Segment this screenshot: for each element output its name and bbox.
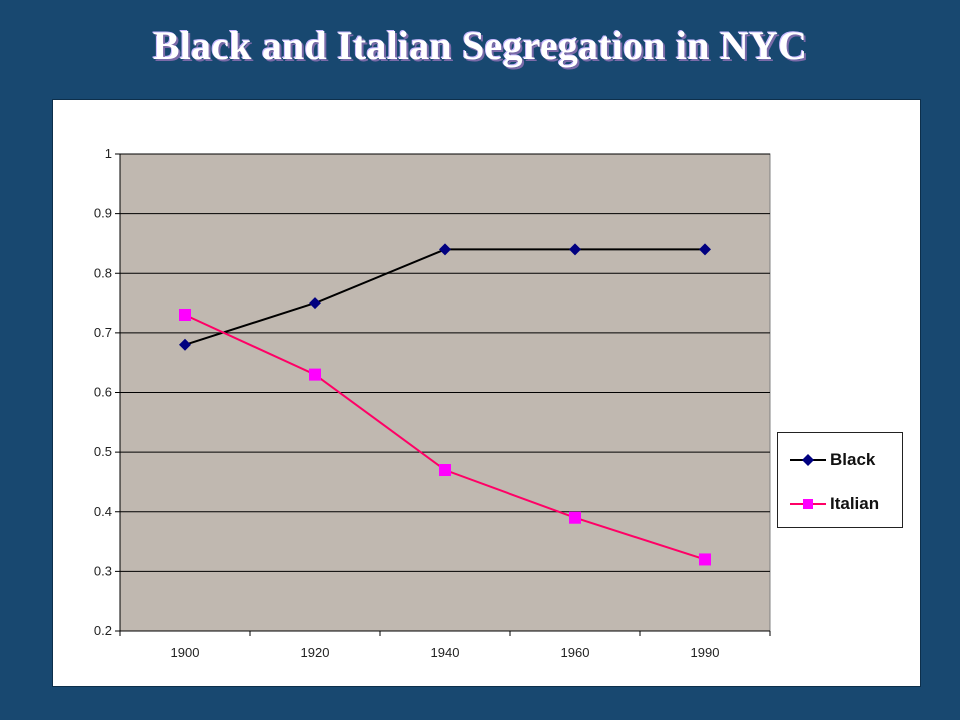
y-tick-label: 0.6 <box>94 385 112 400</box>
chart-legend: Black Italian <box>777 432 903 528</box>
data-point-black <box>179 338 191 351</box>
data-point-italian <box>569 511 581 524</box>
legend-label-black: Black <box>830 450 876 469</box>
y-tick-label: 0.7 <box>94 325 112 340</box>
data-point-black <box>699 243 711 256</box>
y-tick-label: 0.3 <box>94 563 112 578</box>
data-point-italian <box>439 464 451 477</box>
legend-swatch-italian-icon <box>790 499 826 509</box>
data-point-black <box>439 243 451 256</box>
chart-panel: 0.2 0.3 0.4 0.5 0.6 0.7 0.8 0.9 1 1900 1920 1940 196… <box>53 100 920 686</box>
x-tick-label: 1990 <box>691 645 720 660</box>
legend-swatch-black-icon <box>790 454 826 466</box>
x-tick-label: 1960 <box>561 645 590 660</box>
data-point-italian <box>309 368 321 381</box>
y-tick-label: 0.9 <box>94 206 112 221</box>
legend-item-italian: Italian <box>788 493 879 515</box>
slide-title: Black and Italian Segregation in NYC <box>152 23 808 68</box>
data-point-italian <box>179 308 191 321</box>
y-tick-label: 0.2 <box>94 623 112 638</box>
y-tick-label: 0.8 <box>94 265 112 280</box>
y-tick-label: 0.4 <box>94 504 112 519</box>
x-tick-label: 1940 <box>431 645 460 660</box>
x-tick-label: 1920 <box>301 645 330 660</box>
legend-item-black: Black <box>788 449 875 471</box>
data-point-black <box>569 243 581 256</box>
y-tick-label: 0.5 <box>94 444 112 459</box>
y-tick-label: 1 <box>105 146 112 161</box>
legend-label-italian: Italian <box>830 494 880 513</box>
x-tick-label: 1900 <box>171 645 200 660</box>
data-point-black <box>309 297 321 310</box>
data-point-italian <box>699 553 711 566</box>
line-chart: 0.2 0.3 0.4 0.5 0.6 0.7 0.8 0.9 1 1900 1920 1940 196… <box>94 146 771 660</box>
